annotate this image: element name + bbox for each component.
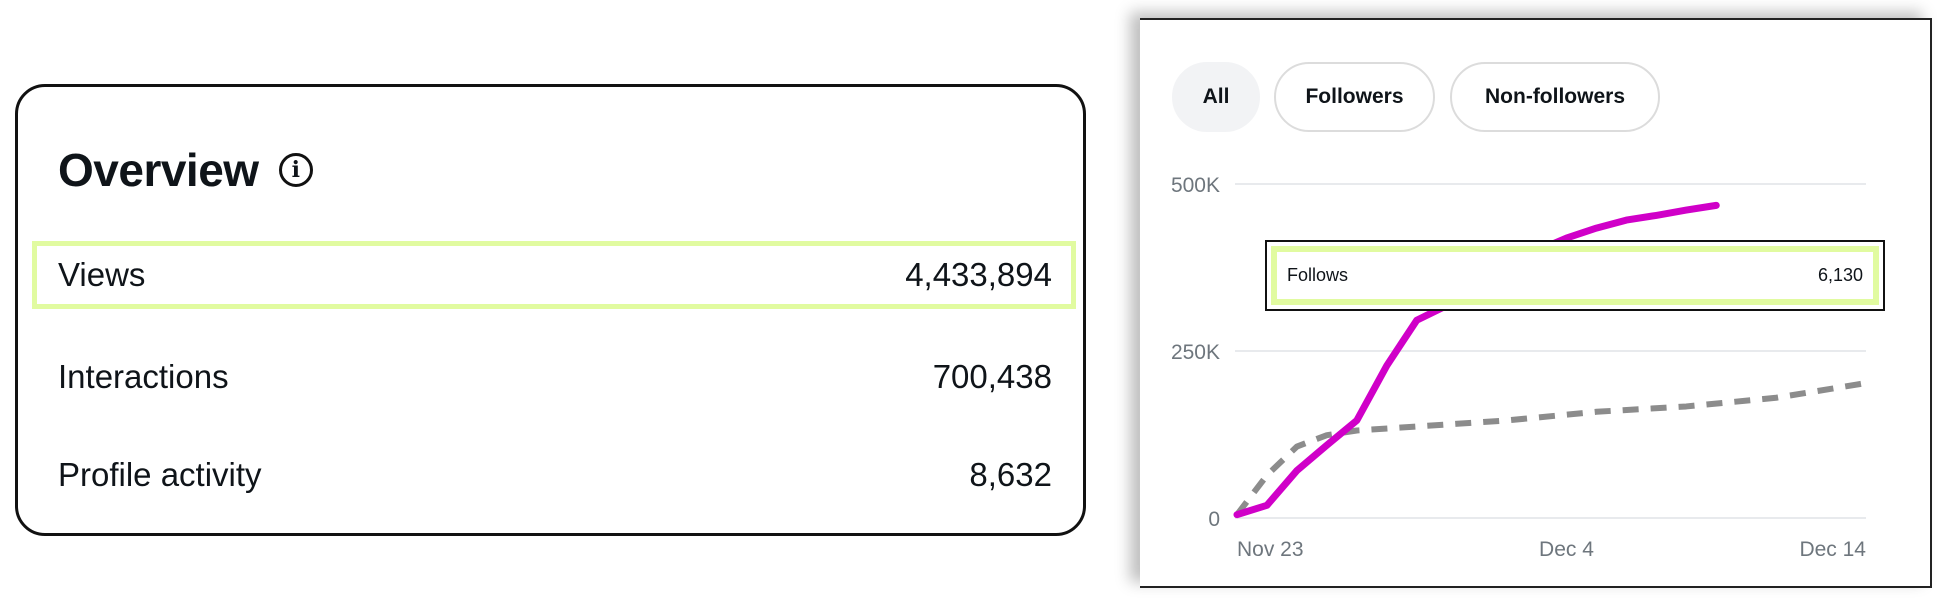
filter-all[interactable]: All: [1172, 62, 1260, 132]
metric-label: Views: [58, 256, 146, 293]
metric-value: 700,438: [932, 358, 1052, 395]
metric-value: 4,433,894: [905, 256, 1052, 293]
x-tick-label: Dec 4: [1539, 538, 1594, 561]
metric-value: 8,632: [969, 456, 1052, 493]
metric-row-views[interactable]: Views 4,433,894: [32, 241, 1076, 309]
tooltip-value: 6,130: [1817, 265, 1863, 285]
metric-row-profile-activity[interactable]: Profile activity 8,632: [32, 441, 1076, 509]
y-tick-label: 500K: [1171, 174, 1220, 197]
series-line-dashed: [1234, 380, 1867, 517]
filter-non-followers[interactable]: Non-followers: [1450, 62, 1660, 132]
metric-label: Interactions: [58, 358, 229, 395]
overview-title: Overview i: [58, 143, 313, 197]
info-icon[interactable]: i: [278, 153, 313, 187]
overview-card: Overview i Views 4,433,894 Interactions …: [15, 84, 1086, 536]
x-tick-label: Nov 23: [1237, 538, 1304, 561]
y-tick-label: 250K: [1171, 341, 1220, 364]
metric-row-interactions[interactable]: Interactions 700,438: [32, 343, 1076, 411]
overview-title-text: Overview: [58, 144, 259, 196]
y-tick-label: 0: [1208, 508, 1220, 531]
tooltip: Follows 6,130: [1265, 240, 1885, 311]
tooltip-label: Follows: [1287, 265, 1349, 285]
filter-followers[interactable]: Followers: [1274, 62, 1435, 132]
tooltip-row: Follows 6,130: [1271, 246, 1879, 305]
x-tick-label: Dec 14: [1799, 538, 1866, 561]
metric-label: Profile activity: [58, 456, 262, 493]
